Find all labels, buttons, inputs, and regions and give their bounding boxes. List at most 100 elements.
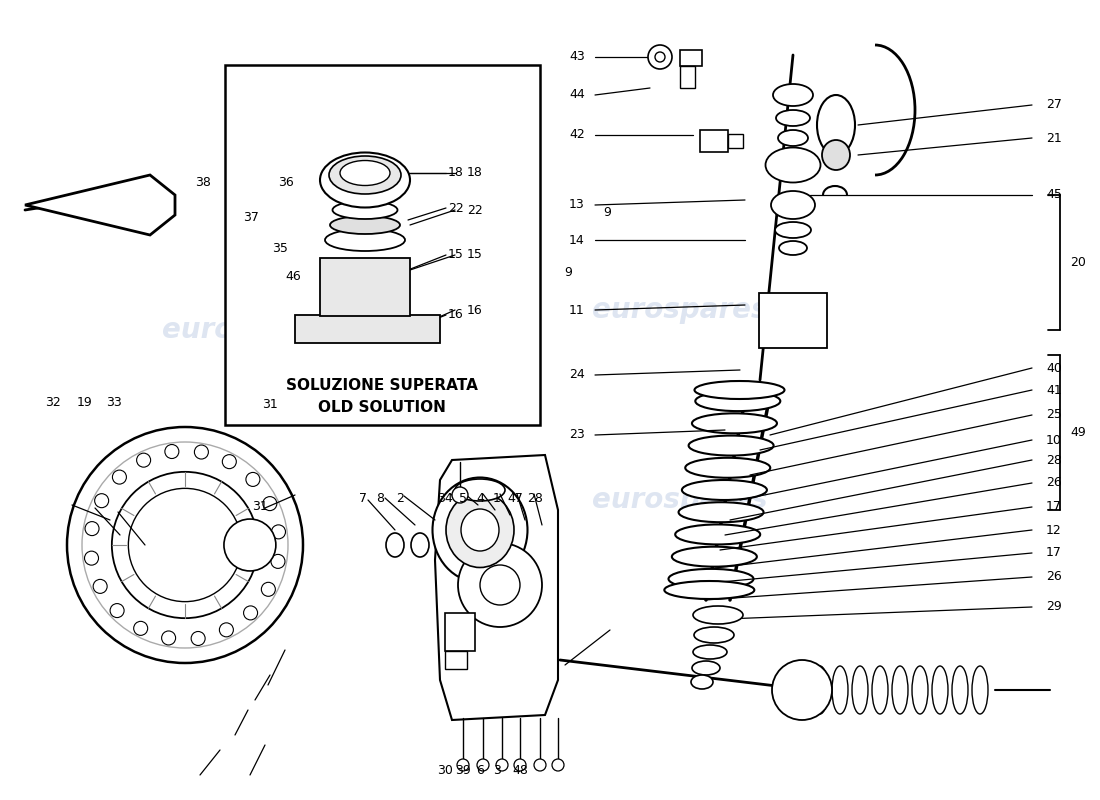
Ellipse shape — [932, 666, 948, 714]
Bar — [226, 65, 540, 425]
Circle shape — [648, 45, 672, 69]
Text: 34: 34 — [437, 491, 453, 505]
Text: 21: 21 — [1046, 131, 1062, 145]
Circle shape — [134, 622, 147, 635]
Text: 28: 28 — [1046, 454, 1062, 466]
Text: 49: 49 — [1070, 426, 1086, 439]
Text: eurospares: eurospares — [592, 296, 768, 324]
Text: SOLUZIONE SUPERATA: SOLUZIONE SUPERATA — [286, 378, 477, 393]
Circle shape — [272, 525, 286, 539]
Ellipse shape — [446, 493, 514, 567]
Ellipse shape — [771, 191, 815, 219]
Text: 18: 18 — [468, 166, 483, 179]
Text: 30: 30 — [437, 763, 453, 777]
Text: 4: 4 — [476, 491, 484, 505]
Text: 26: 26 — [1046, 477, 1062, 490]
Ellipse shape — [822, 140, 850, 170]
Circle shape — [162, 631, 176, 645]
Ellipse shape — [340, 161, 390, 186]
Ellipse shape — [672, 546, 757, 566]
Ellipse shape — [691, 675, 713, 689]
Circle shape — [112, 472, 258, 618]
Text: 19: 19 — [77, 396, 92, 409]
Text: 22: 22 — [448, 202, 464, 214]
Text: 9: 9 — [564, 266, 572, 278]
Text: OLD SOLUTION: OLD SOLUTION — [318, 401, 446, 415]
Text: 38: 38 — [196, 176, 211, 189]
Text: 8: 8 — [376, 491, 384, 505]
Text: 31: 31 — [252, 501, 268, 514]
Text: 9: 9 — [603, 206, 612, 218]
Circle shape — [456, 759, 469, 771]
Ellipse shape — [952, 666, 968, 714]
Text: 47: 47 — [507, 491, 522, 505]
Circle shape — [191, 631, 205, 646]
Ellipse shape — [694, 627, 734, 643]
Text: 6: 6 — [476, 763, 484, 777]
Ellipse shape — [872, 666, 888, 714]
Ellipse shape — [892, 666, 907, 714]
Circle shape — [452, 487, 468, 503]
Text: 17: 17 — [1046, 546, 1062, 559]
Ellipse shape — [432, 478, 528, 582]
Ellipse shape — [455, 479, 505, 501]
Text: 39: 39 — [455, 763, 471, 777]
Text: 13: 13 — [569, 198, 585, 211]
Text: 23: 23 — [569, 429, 585, 442]
Circle shape — [271, 554, 285, 568]
Text: 16: 16 — [448, 309, 464, 322]
Text: 40: 40 — [1046, 362, 1062, 374]
Text: 41: 41 — [1046, 383, 1062, 397]
Text: 25: 25 — [1046, 409, 1062, 422]
Ellipse shape — [692, 661, 720, 675]
Ellipse shape — [669, 569, 754, 589]
Ellipse shape — [776, 222, 811, 238]
Ellipse shape — [386, 533, 404, 557]
Text: eurospares: eurospares — [163, 316, 338, 344]
Circle shape — [262, 582, 275, 596]
Text: 18: 18 — [448, 166, 464, 179]
Circle shape — [85, 522, 99, 536]
Text: 42: 42 — [569, 129, 585, 142]
Bar — [320, 258, 410, 316]
Circle shape — [243, 606, 257, 620]
Ellipse shape — [461, 509, 499, 551]
Circle shape — [112, 470, 126, 484]
Ellipse shape — [912, 666, 928, 714]
Ellipse shape — [776, 110, 810, 126]
Ellipse shape — [693, 645, 727, 659]
Ellipse shape — [832, 666, 848, 714]
Text: 17: 17 — [1046, 501, 1062, 514]
Bar — [446, 651, 468, 669]
Text: 33: 33 — [107, 396, 122, 409]
Text: 7: 7 — [359, 491, 367, 505]
Circle shape — [496, 759, 508, 771]
Text: 46: 46 — [286, 270, 301, 282]
Ellipse shape — [972, 666, 988, 714]
Text: 26: 26 — [1046, 570, 1062, 583]
Ellipse shape — [330, 216, 400, 234]
Text: 43: 43 — [569, 50, 585, 63]
Polygon shape — [434, 455, 558, 720]
Ellipse shape — [812, 666, 828, 714]
Text: 44: 44 — [569, 89, 585, 102]
Ellipse shape — [664, 581, 755, 599]
Circle shape — [224, 519, 276, 571]
Circle shape — [458, 543, 542, 627]
Text: 20: 20 — [1070, 256, 1086, 269]
Circle shape — [246, 473, 260, 486]
Ellipse shape — [695, 391, 780, 411]
Text: 1: 1 — [493, 491, 500, 505]
Text: 15: 15 — [448, 249, 464, 262]
Ellipse shape — [685, 458, 770, 478]
Circle shape — [477, 759, 490, 771]
Ellipse shape — [766, 147, 821, 182]
Text: 5: 5 — [459, 491, 468, 505]
Circle shape — [136, 453, 151, 467]
Ellipse shape — [320, 153, 410, 207]
Text: 36: 36 — [278, 176, 294, 189]
Ellipse shape — [411, 533, 429, 557]
Circle shape — [195, 445, 208, 459]
Circle shape — [165, 445, 179, 458]
Text: 48: 48 — [513, 763, 528, 777]
